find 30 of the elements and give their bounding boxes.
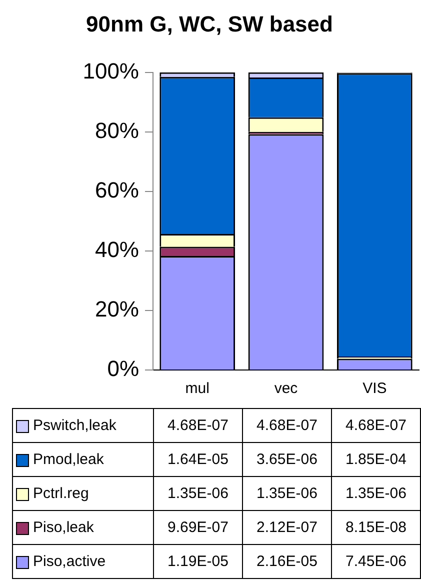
text: 1.19E-05	[154, 544, 242, 578]
text: 1.35E-06	[332, 476, 420, 510]
x-tick-label: VIS	[362, 380, 387, 398]
text: 8.15E-08	[332, 510, 420, 544]
text: 2.12E-07	[242, 510, 332, 544]
y-tick-label: 80%	[94, 118, 139, 143]
text: 1.85E-04	[332, 442, 420, 476]
x-tick-label: vec	[274, 380, 298, 398]
y-tick-label: 20%	[94, 296, 139, 322]
text: 2.16E-05	[242, 544, 332, 578]
legend-label: Piso,leak	[12, 510, 154, 544]
text: 1.35E-06	[242, 476, 332, 510]
y-tick-label: 100%	[82, 58, 139, 84]
legend-label: Pswitch,leak	[12, 408, 154, 442]
legend-label: Piso,active	[12, 544, 154, 578]
y-tick-label: 40%	[94, 237, 139, 262]
text: 9.69E-07	[154, 510, 242, 544]
chart-title: 90nm G, WC, SW based	[86, 11, 333, 36]
text: 4.68E-07	[242, 408, 332, 442]
text: 1.64E-05	[154, 442, 242, 476]
text: 4.68E-07	[154, 408, 242, 442]
legend-label: Pmod,leak	[12, 442, 154, 476]
y-tick-label: 60%	[94, 178, 139, 203]
text: 7.45E-06	[332, 544, 420, 578]
text: 4.68E-07	[332, 408, 420, 442]
text: 3.65E-06	[242, 442, 332, 476]
text: 1.35E-06	[154, 476, 242, 510]
x-tick-label: mul	[185, 380, 210, 398]
legend-label: Pctrl.reg	[12, 476, 154, 510]
y-tick-label: 0%	[107, 356, 139, 382]
